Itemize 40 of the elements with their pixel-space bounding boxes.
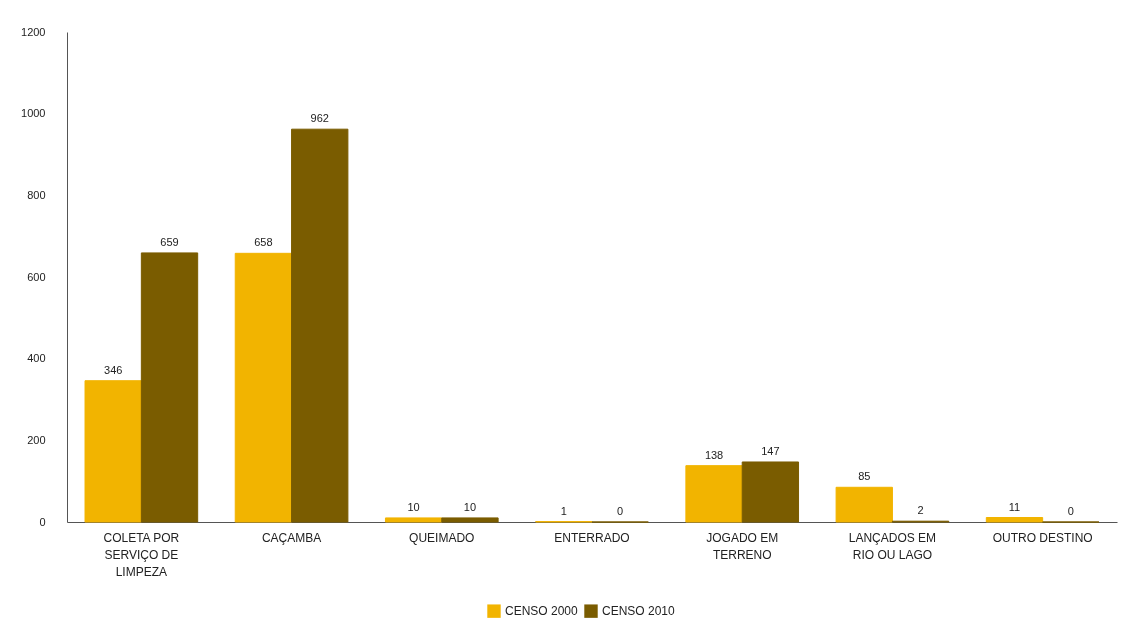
bar [835,486,893,523]
data-label: 962 [310,112,329,125]
data-label: 85 [858,470,871,483]
y-tick-label: 0 [39,515,46,528]
y-tick-label: 400 [27,352,46,365]
bar [291,128,349,523]
data-label: 0 [1067,505,1074,517]
bar [741,461,800,523]
data-label: 0 [617,505,624,517]
data-label: 10 [407,500,420,513]
x-tick-label: CAÇAMBA [261,530,322,545]
legend-label: CENSO 2010 [602,604,676,619]
data-label: 1 [560,504,567,517]
bar [234,252,293,523]
y-tick-label: 200 [27,433,46,446]
bar [140,252,199,523]
y-tick-label: 1000 [21,107,46,120]
bar [84,380,142,523]
x-tick-label: LANÇADOS EM RIO OU LAGO [848,530,937,562]
y-tick-label: 1200 [21,25,46,38]
bar [384,517,443,523]
legend-label: CENSO 2000 [505,604,579,619]
data-label: 138 [704,448,724,461]
data-label: 658 [254,236,273,249]
data-label: 659 [160,235,179,248]
data-label: 147 [761,444,780,457]
x-tick-label: ENTERRADO [554,530,630,545]
x-tick-label: QUEIMADO [409,530,475,545]
bar [441,517,499,523]
data-label: 11 [1008,500,1021,513]
data-label: 10 [463,500,477,513]
bar [685,465,743,523]
data-label: 346 [104,363,123,376]
data-label: 2 [917,504,924,517]
x-tick-label: OUTRO DESTINO [992,530,1093,545]
y-tick-label: 800 [27,188,46,201]
x-tick-label: JOGADO EM TERRENO [706,530,779,562]
y-tick-label: 600 [27,270,46,283]
x-tick-label: COLETA POR SERVIÇO DE LIMPEZA [103,530,180,579]
bar [985,517,1044,523]
